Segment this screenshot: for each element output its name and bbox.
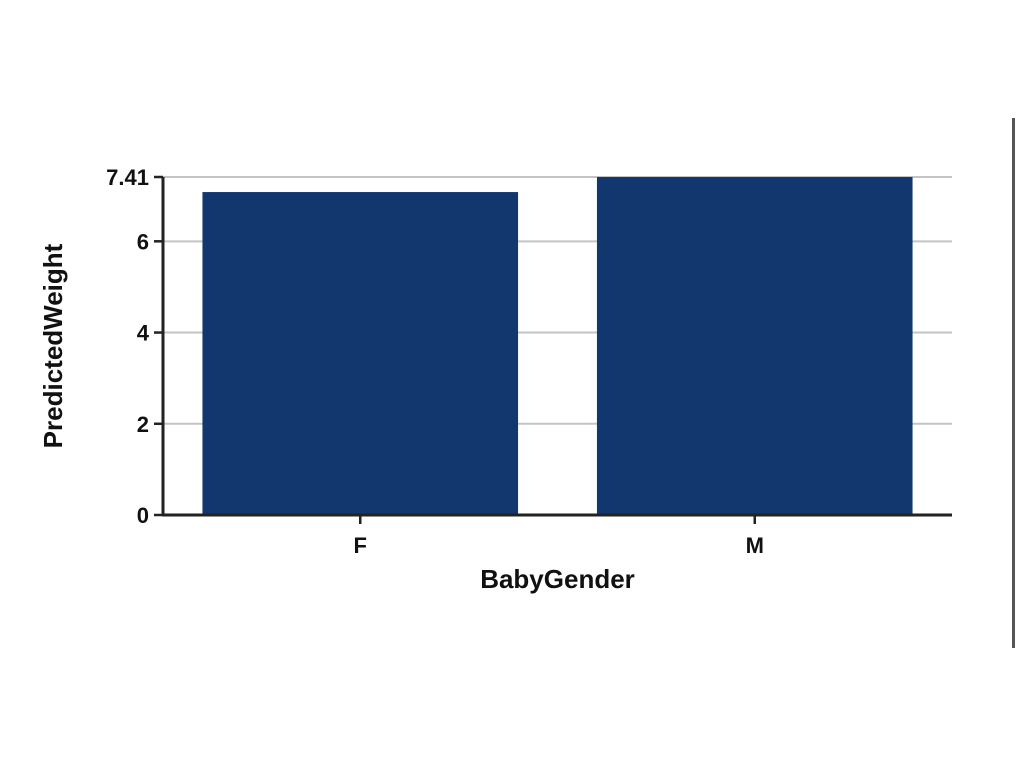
panel-divider [1012,118,1015,648]
y-axis-ticks: 0 2 4 6 7.41 [106,165,163,528]
y-tick-label-0: 0 [137,503,149,528]
y-tick-label-2: 4 [137,321,150,346]
axes [161,177,952,517]
y-tick-label-4: 7.41 [106,165,149,190]
x-axis-title: BabyGender [480,564,635,594]
x-tick-label-1: M [746,533,764,558]
bar-M [596,177,913,515]
bar-F [202,192,519,516]
bars [202,177,913,516]
y-tick-label-3: 6 [137,229,149,254]
x-tick-label-0: F [354,533,367,558]
y-axis-title: PredictedWeight [38,243,68,448]
y-tick-label-1: 2 [137,412,149,437]
